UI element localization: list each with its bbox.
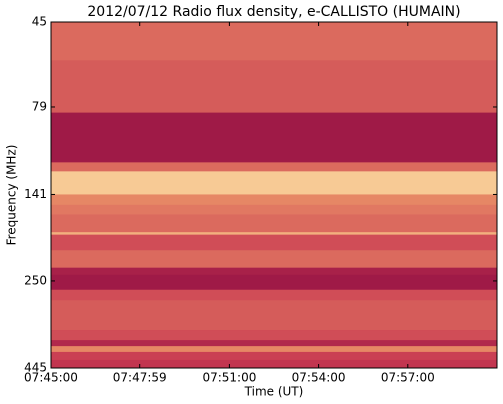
frequency-band	[51, 214, 497, 233]
frequency-band	[51, 162, 497, 172]
frequency-band	[51, 300, 497, 331]
y-tick-label: 445	[24, 361, 47, 375]
frequency-band	[51, 359, 497, 369]
frequency-band	[51, 250, 497, 269]
frequency-band	[51, 289, 497, 301]
plot-frame	[50, 21, 498, 369]
frequency-band	[51, 234, 497, 251]
x-tick-label: 07:51:00	[202, 371, 256, 385]
y-tick-label: 141	[24, 187, 47, 201]
frequency-band	[51, 267, 497, 276]
frequency-band	[51, 204, 497, 215]
frequency-band	[51, 274, 497, 291]
frequency-band	[51, 232, 497, 236]
x-tick-label: 07:54:00	[292, 371, 346, 385]
x-axis-label: Time (UT)	[244, 385, 304, 399]
frequency-band	[51, 171, 497, 195]
chart-title: 2012/07/12 Radio flux density, e-CALLIST…	[87, 4, 460, 20]
frequency-band	[51, 22, 497, 61]
x-tick-label: 07:45:00	[24, 371, 78, 385]
x-tick-label: 07:47:59	[113, 371, 167, 385]
frequency-band	[51, 346, 497, 353]
y-tick-label: 79	[32, 99, 47, 113]
frequency-band	[51, 340, 497, 347]
y-axis-label: Frequency (MHz)	[5, 145, 19, 246]
frequency-band	[51, 60, 497, 114]
frequency-band	[51, 194, 497, 206]
y-tick-label: 250	[24, 273, 47, 287]
frequency-band	[51, 112, 497, 163]
frequency-band	[51, 351, 497, 361]
x-tick-label: 07:57:00	[381, 371, 435, 385]
frequency-band	[51, 330, 497, 341]
y-tick-label: 45	[32, 15, 47, 29]
